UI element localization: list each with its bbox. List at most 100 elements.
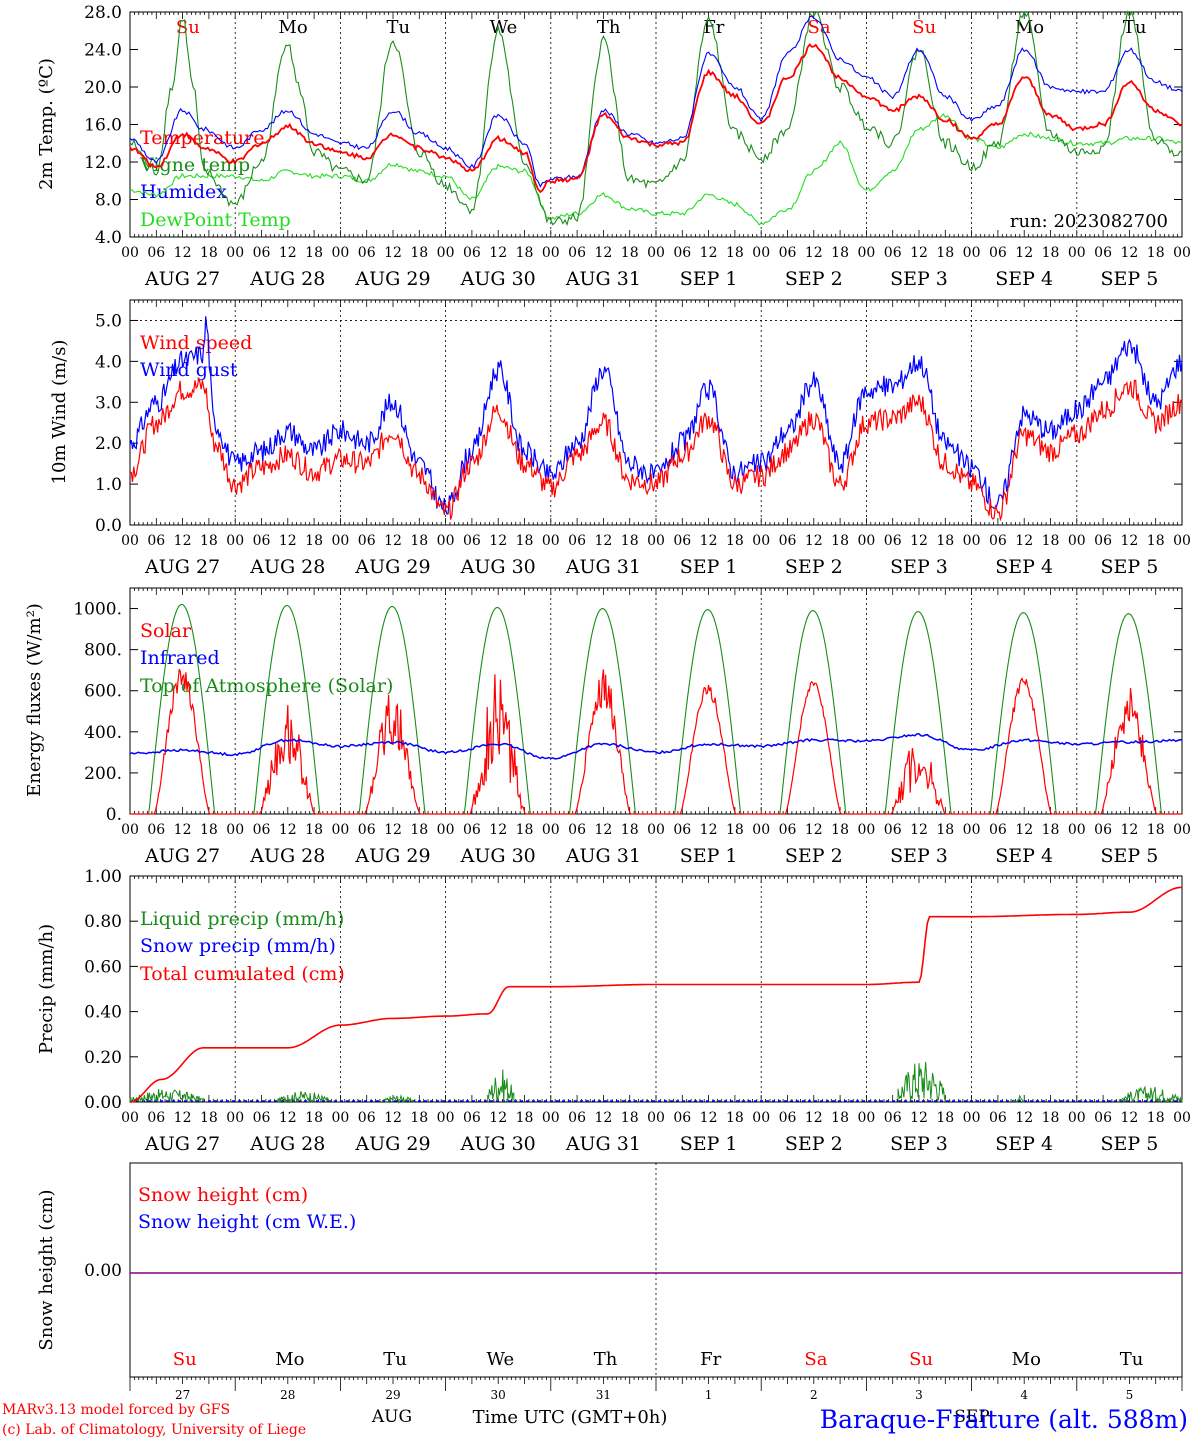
temperature-ytick-label: 12.0 — [84, 153, 122, 173]
hour-tick-label: 18 — [1147, 245, 1165, 261]
hour-tick-label: 12 — [489, 245, 507, 261]
hour-tick-label: 06 — [253, 1110, 271, 1126]
day-number-label: 3 — [915, 1388, 923, 1402]
temperature-series-humidex — [129, 15, 1183, 188]
liquid-precip-burst — [1118, 1085, 1183, 1104]
day-number-label: 2 — [810, 1388, 818, 1402]
date-label: SEP 4 — [995, 268, 1053, 290]
hour-tick-label: 00 — [857, 533, 875, 549]
hour-tick-label: 00 — [121, 822, 139, 838]
energy-ylabel: Energy fluxes (W/m²) — [24, 603, 45, 797]
hour-tick-label: 18 — [621, 1110, 639, 1126]
hour-tick-label: 00 — [542, 822, 560, 838]
energy-plot-frame — [129, 587, 1183, 815]
hour-tick-label: 18 — [726, 533, 744, 549]
hour-tick-label: 06 — [147, 822, 165, 838]
hour-tick-label: 06 — [568, 245, 586, 261]
copyright: (c) Lab. of Climatology, University of L… — [2, 1422, 306, 1438]
hour-tick-label: 12 — [910, 822, 928, 838]
date-label: AUG 28 — [249, 1133, 325, 1155]
hour-tick-label: 12 — [594, 533, 612, 549]
hour-tick-label: 18 — [305, 245, 323, 261]
date-label: AUG 31 — [565, 845, 641, 867]
hour-tick-label: 06 — [463, 245, 481, 261]
hour-tick-label: 06 — [253, 822, 271, 838]
wind-series-wind-speed — [129, 377, 1183, 522]
date-label: SEP 1 — [680, 1133, 738, 1155]
hour-tick-label: 00 — [1173, 1110, 1191, 1126]
precip-ylabel: Precip (mm/h) — [36, 924, 57, 1054]
hour-tick-label: 06 — [989, 1110, 1007, 1126]
weekday-label: Mo — [278, 17, 307, 38]
hour-tick-label: 12 — [489, 822, 507, 838]
weekday-label: Su — [909, 1349, 933, 1370]
hour-tick-label: 00 — [226, 533, 244, 549]
liquid-precip-burst — [487, 1069, 515, 1103]
hour-tick-label: 18 — [936, 1110, 954, 1126]
hour-tick-label: 06 — [147, 245, 165, 261]
date-label: AUG 30 — [460, 845, 536, 867]
liquid-precip-burst — [129, 1088, 205, 1104]
hour-tick-label: 06 — [989, 245, 1007, 261]
energy-ytick-label: 800. — [84, 641, 122, 661]
hour-tick-label: 00 — [226, 1110, 244, 1126]
date-label: AUG 29 — [354, 1133, 430, 1155]
wind-ytick-label: 4.0 — [95, 352, 122, 372]
hour-tick-label: 00 — [542, 533, 560, 549]
hour-tick-label: 18 — [936, 533, 954, 549]
hour-tick-label: 18 — [200, 1110, 218, 1126]
hour-tick-label: 18 — [200, 533, 218, 549]
hour-tick-label: 00 — [331, 822, 349, 838]
temperature-series-dewpoint-temp — [129, 113, 1183, 226]
date-label: AUG 30 — [460, 268, 536, 290]
hour-tick-label: 00 — [857, 245, 875, 261]
day-number-label: 5 — [1126, 1388, 1134, 1402]
date-label: SEP 2 — [785, 1133, 843, 1155]
wind-ylabel: 10m Wind (m/s) — [49, 340, 70, 485]
date-label: AUG 31 — [565, 556, 641, 578]
hour-tick-label: 12 — [279, 245, 297, 261]
date-label: AUG 29 — [354, 845, 430, 867]
hour-tick-label: 18 — [1042, 533, 1060, 549]
infrared-series — [129, 733, 1183, 760]
hour-tick-label: 12 — [805, 1110, 823, 1126]
hour-tick-label: 18 — [410, 1110, 428, 1126]
weekday-label: Mo — [1012, 1349, 1041, 1370]
panel-1-axes: 00 06 12 18 AUG 27 00 06 12 18 AUG 28 00 06 12 18 AUG … — [121, 300, 1191, 578]
hour-tick-label: 18 — [200, 245, 218, 261]
liquid-precip-burst — [382, 1094, 415, 1104]
date-label: SEP 2 — [785, 268, 843, 290]
precip-ytick-label: 0.20 — [84, 1048, 122, 1068]
hour-tick-label: 18 — [410, 822, 428, 838]
day-number-label: 28 — [280, 1388, 295, 1402]
hour-tick-label: 18 — [410, 245, 428, 261]
legend-liquid-precip: Liquid precip (mm/h) — [140, 908, 344, 930]
wind-series-wind-gust — [129, 316, 1183, 515]
hour-tick-label: 00 — [963, 1110, 981, 1126]
hour-tick-label: 00 — [121, 245, 139, 261]
precip-ytick-label: 1.00 — [84, 867, 122, 887]
temperature-ytick-label: 20.0 — [84, 78, 122, 98]
hour-tick-label: 00 — [542, 245, 560, 261]
precip-panel: Precip (mm/h) Liquid precip (mm/h) Snow … — [36, 875, 1183, 1103]
hour-tick-label: 06 — [1094, 1110, 1112, 1126]
hour-tick-label: 06 — [568, 822, 586, 838]
hour-tick-label: 18 — [1042, 245, 1060, 261]
hour-tick-label: 00 — [647, 822, 665, 838]
total-cumulated-series — [129, 886, 1183, 1103]
hour-tick-label: 06 — [1094, 533, 1112, 549]
energy-ytick-label: 200. — [84, 764, 122, 784]
date-label: SEP 4 — [995, 845, 1053, 867]
hour-tick-label: 12 — [594, 245, 612, 261]
weekday-label: Th — [594, 1349, 618, 1370]
temperature-ytick-label: 24.0 — [84, 41, 122, 61]
hour-tick-label: 12 — [1120, 1110, 1138, 1126]
weekday-label: Mo — [1015, 17, 1044, 38]
legend-temperature: Temperature — [140, 127, 264, 149]
hour-tick-label: 18 — [936, 822, 954, 838]
hour-tick-label: 06 — [884, 245, 902, 261]
wind-ytick-label: 1.0 — [95, 475, 122, 495]
hour-tick-label: 00 — [752, 245, 770, 261]
legend-snow-height: Snow height (cm) — [138, 1184, 308, 1206]
